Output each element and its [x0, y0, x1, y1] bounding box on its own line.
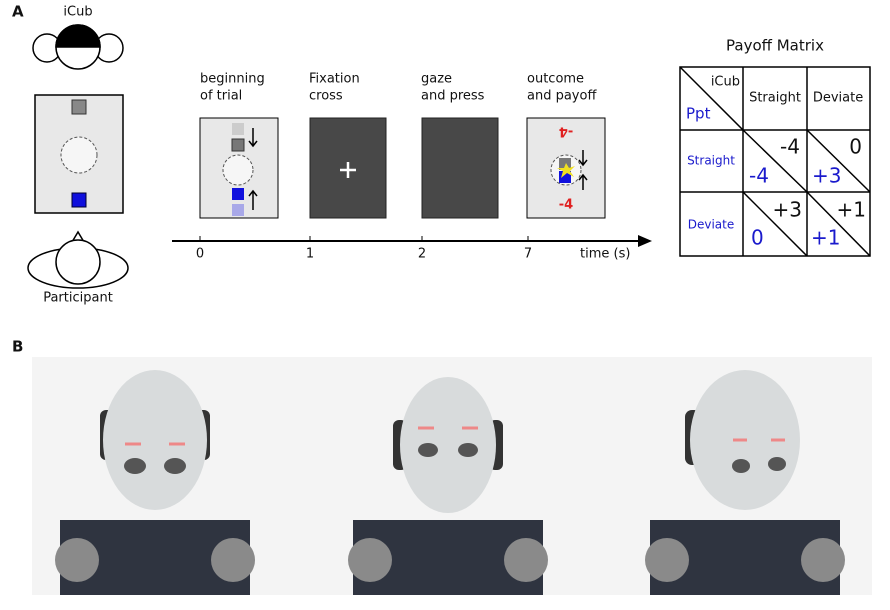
matrix-grid [679, 66, 871, 257]
icub-payoff: +1 [837, 198, 866, 222]
icub-payoff: +3 [773, 198, 802, 222]
ppt-payoff: 0 [751, 226, 764, 250]
robot-photos [32, 357, 872, 595]
ppt-payoff: +1 [811, 226, 840, 250]
matrix-row: Deviate [688, 218, 735, 232]
stage-label: cross [309, 89, 343, 104]
time-tick: 1 [306, 247, 314, 262]
time-tick: 7 [524, 247, 532, 262]
stage-label: and press [421, 89, 485, 104]
screen-fixation [309, 117, 387, 219]
stage-label: beginning [200, 72, 265, 87]
panel-label: B [12, 338, 23, 356]
time-tick: 2 [418, 247, 426, 262]
timeline-axis [172, 235, 652, 247]
matrix-column: Deviate [813, 91, 863, 106]
time-axis-label: time (s) [580, 247, 630, 262]
stage-label: of trial [200, 89, 242, 104]
screen-outcome [526, 117, 606, 219]
icub-payoff: -4 [780, 135, 800, 159]
participant-head [27, 230, 129, 289]
matrix-row: Straight [687, 154, 735, 168]
icub-head [32, 24, 124, 70]
matrix-column: Straight [749, 91, 801, 106]
screen-gaze [421, 117, 499, 219]
matrix-corner: Ppt [686, 105, 711, 123]
matrix-corner: iCub [711, 75, 740, 90]
ppt-payoff: +3 [812, 164, 841, 188]
stage-label: gaze [421, 72, 452, 87]
participant-label: Participant [43, 291, 113, 306]
icub-label: iCub [63, 5, 92, 20]
table-schematic [34, 94, 124, 214]
outcome-text-flipped: -4 [559, 124, 573, 139]
outcome-text: -4 [559, 198, 573, 213]
ppt-payoff: -4 [749, 164, 769, 188]
stage-label: outcome [527, 72, 584, 87]
icub-payoff: 0 [849, 135, 862, 159]
stage-label: Fixation [309, 72, 360, 87]
panel-label: A [12, 3, 24, 21]
screen-start [199, 117, 279, 219]
stage-label: and payoff [527, 89, 597, 104]
time-tick: 0 [196, 247, 204, 262]
matrix-title: Payoff Matrix [726, 37, 824, 55]
